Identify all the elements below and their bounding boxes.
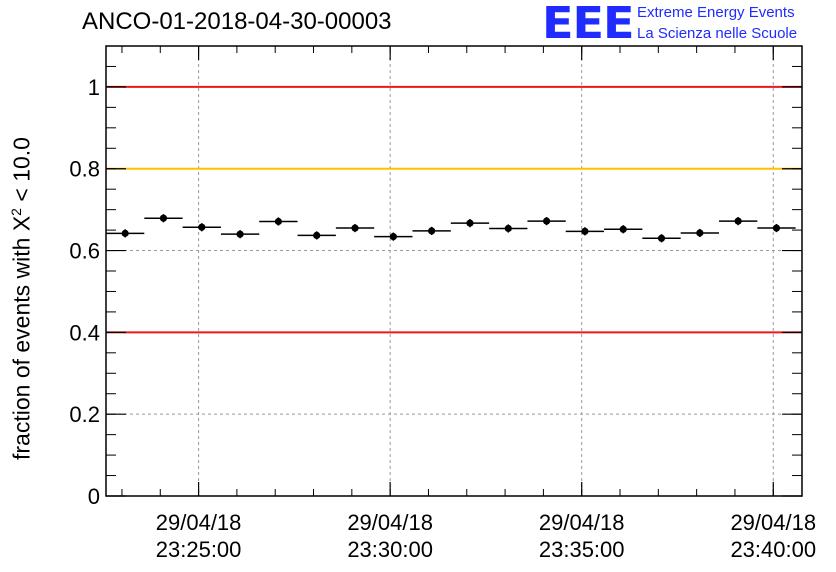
x-tick-date-label: 29/04/18 [156,510,242,535]
data-marker [619,225,627,233]
data-marker [696,229,704,237]
data-point [757,223,796,233]
y-tick-label: 1 [88,75,100,100]
x-tick-time-label: 23:30:00 [347,537,433,562]
data-points-layer [106,214,796,243]
data-point [489,224,528,233]
data-marker [772,224,781,232]
data-marker [504,224,512,233]
data-point [220,230,260,239]
data-point [642,234,681,243]
data-point [412,226,451,235]
data-point [297,231,336,240]
logo-subtitle-line2: La Scienza nelle Scuole [637,25,798,42]
x-tick-date-label: 29/04/18 [539,510,625,535]
data-point [144,214,183,223]
data-point [335,223,375,233]
data-marker [581,227,589,235]
x-tick-time-label: 23:40:00 [730,537,816,562]
plot-frame [105,45,803,497]
x-tick-date-label: 29/04/18 [730,510,816,535]
y-tick-label: 0.2 [69,402,100,427]
data-marker [428,227,436,235]
data-point [106,229,145,238]
y-tick-label: 0 [88,484,100,509]
logo-subtitle-line1: Extreme Energy Events [637,4,795,21]
data-point [718,217,758,226]
y-tick-label: 0.8 [69,157,100,182]
x-tick-date-label: 29/04/18 [347,510,433,535]
data-point [680,228,719,238]
data-point [259,217,298,226]
data-point [527,217,566,226]
data-marker [466,219,474,227]
data-point [450,219,490,228]
data-marker [734,217,742,225]
data-marker [198,223,206,231]
data-marker [542,217,551,225]
eee-logo-mark: EEE [542,0,635,49]
y-tick-label: 0.6 [69,239,100,264]
data-marker [159,214,168,222]
data-marker [236,230,244,238]
data-marker [657,234,666,242]
data-marker [274,217,283,226]
data-marker [351,224,359,232]
chart-title: ANCO-01-2018-04-30-00003 [82,8,392,35]
x-tick-time-label: 23:25:00 [156,537,242,562]
eee-logo: EEE Extreme Energy Events La Scienza nel… [542,2,832,48]
data-point [182,223,221,232]
data-marker [389,233,397,241]
data-point [374,232,413,241]
data-point [565,227,605,236]
x-tick-time-label: 23:35:00 [539,537,625,562]
data-point [604,225,643,234]
y-tick-label: 0.4 [69,320,100,345]
grid-layer [106,46,802,496]
axes-layer: 00.20.40.60.8129/04/1823:25:0029/04/1823… [69,46,816,562]
data-marker [313,231,321,240]
reference-lines-layer [106,85,802,334]
data-marker [121,229,129,237]
